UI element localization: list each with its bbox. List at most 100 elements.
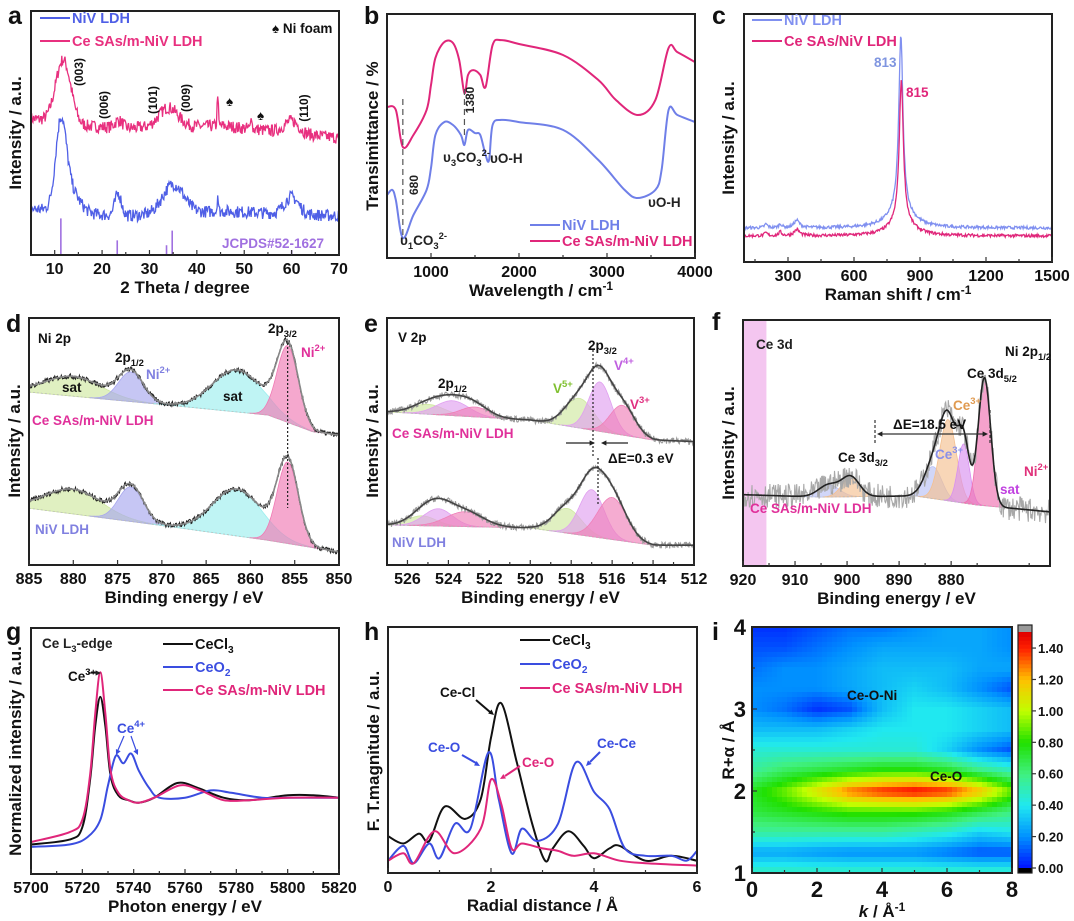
heatmap-cell [982, 662, 988, 668]
heatmap-cell [877, 777, 883, 783]
heatmap-cell [782, 832, 788, 838]
heatmap-cell [767, 722, 773, 728]
heatmap-cell [892, 792, 898, 798]
heatmap-cell [817, 812, 823, 818]
annotation-label: Ce 3d3/2 [838, 450, 888, 469]
heatmap-cell [867, 652, 873, 658]
x-tick-label: 2000 [501, 264, 537, 281]
heatmap-cell [862, 847, 868, 853]
heatmap-cell [897, 797, 903, 803]
heatmap-cell [982, 802, 988, 808]
annotation-label: Ni2+ [301, 343, 326, 360]
heatmap-cell [867, 662, 873, 668]
heatmap-cell [897, 662, 903, 668]
heatmap-cell [952, 817, 958, 823]
heatmap-cell [802, 652, 808, 658]
heatmap-cell [777, 802, 783, 808]
heatmap-cell [842, 712, 848, 718]
heatmap-cell [777, 832, 783, 838]
heatmap-cell [932, 642, 938, 648]
heatmap-cell [907, 702, 913, 708]
heatmap-cell [1007, 802, 1012, 808]
heatmap-cell [957, 782, 963, 788]
heatmap-cell [847, 707, 853, 713]
heatmap-cell [942, 657, 948, 663]
heatmap-cell [937, 792, 943, 798]
heatmap-cell [927, 702, 933, 708]
heatmap-cell [762, 632, 768, 638]
heatmap-cell [792, 857, 798, 863]
heatmap-cell [847, 752, 853, 758]
heatmap-cell [957, 737, 963, 743]
heatmap-cell [897, 692, 903, 698]
heatmap-cell [872, 837, 878, 843]
guide-line [117, 735, 125, 751]
heatmap-cell [772, 837, 778, 843]
heatmap-cell [892, 757, 898, 763]
heatmap-cell [782, 652, 788, 658]
heatmap-cell [957, 862, 963, 868]
heatmap-cell [852, 687, 858, 693]
heatmap-cell [787, 812, 793, 818]
annotation-label: Ce 3d [756, 337, 793, 352]
heatmap-cell [912, 727, 918, 733]
heatmap-cell [957, 757, 963, 763]
heatmap-cell [887, 642, 893, 648]
annotation-label: ΔE=0.3 eV [608, 451, 674, 466]
heatmap-cell [1002, 687, 1008, 693]
heatmap-cell [787, 767, 793, 773]
heatmap-cell [932, 732, 938, 738]
heatmap-cell [977, 842, 983, 848]
heatmap-cell [1002, 667, 1008, 673]
heatmap-cell [907, 677, 913, 683]
heatmap-cell [867, 697, 873, 703]
heatmap-cell [967, 742, 973, 748]
heatmap-cell [937, 837, 943, 843]
heatmap-cell [972, 682, 978, 688]
heatmap-cell [977, 762, 983, 768]
heatmap-cell [912, 757, 918, 763]
heatmap-cell [777, 712, 783, 718]
heatmap-cell [792, 807, 798, 813]
heatmap-cell [862, 757, 868, 763]
heatmap-cell [812, 747, 818, 753]
heatmap-cell [997, 827, 1003, 833]
heatmap-cell [792, 787, 798, 793]
heatmap-cell [837, 692, 843, 698]
heatmap-cell [757, 827, 763, 833]
heatmap-cell [927, 642, 933, 648]
heatmap-cell [842, 827, 848, 833]
heatmap-cell [767, 862, 773, 868]
heatmap-cell [757, 757, 763, 763]
text-part: CeO [552, 657, 582, 673]
heatmap-cell [907, 767, 913, 773]
heatmap-cell [752, 867, 758, 873]
heatmap-cell [902, 677, 908, 683]
heatmap-cell [857, 697, 863, 703]
heatmap-cell [887, 862, 893, 868]
heatmap-cell [932, 862, 938, 868]
heatmap-cell [867, 822, 873, 828]
heatmap-cell [992, 742, 998, 748]
heatmap-cell [857, 712, 863, 718]
heatmap-cell [932, 772, 938, 778]
heatmap-cell [1007, 717, 1012, 723]
heatmap-cell [922, 642, 928, 648]
series-ce-sas-m-niv-ldh [387, 361, 694, 447]
heatmap-cell [997, 707, 1003, 713]
heatmap-cell [817, 847, 823, 853]
heatmap-cell [892, 862, 898, 868]
annotation-label: Ce-Ce [597, 736, 637, 751]
heatmap-cell [847, 712, 853, 718]
heatmap-cell [992, 667, 998, 673]
heatmap-cell [977, 852, 983, 858]
heatmap-cell [867, 847, 873, 853]
heatmap-cell [767, 652, 773, 658]
heatmap-cell [937, 692, 943, 698]
heatmap-cell [1002, 842, 1008, 848]
heatmap-cell [927, 807, 933, 813]
heatmap-cell [927, 747, 933, 753]
heatmap-cell [852, 807, 858, 813]
annotation-label: Ce-O [428, 740, 460, 755]
heatmap-cell [962, 677, 968, 683]
